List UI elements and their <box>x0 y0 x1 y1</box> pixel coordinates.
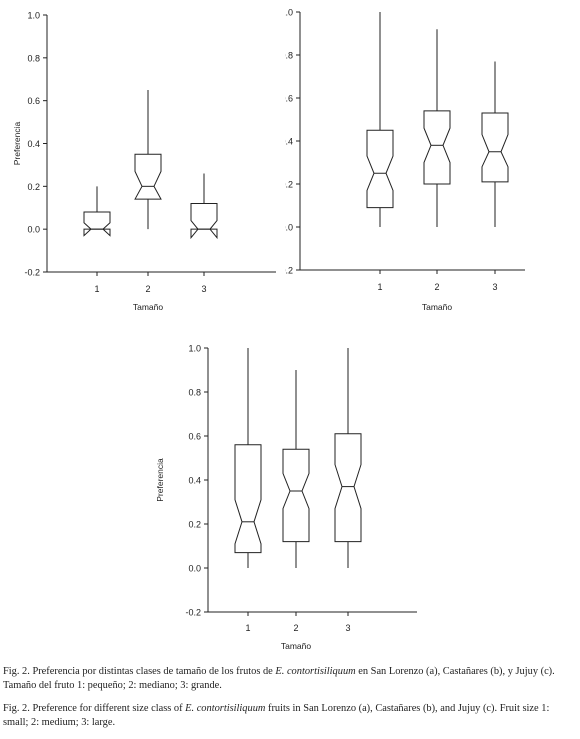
x-tick-label: 1 <box>94 284 99 294</box>
y-tick-label: 0.2 <box>285 180 293 190</box>
x-axis-title: Tamaño <box>422 302 453 312</box>
x-tick-label: 3 <box>345 623 350 633</box>
y-tick-label: 0.6 <box>27 96 40 106</box>
y-tick-label: 0.4 <box>27 139 40 149</box>
y-tick-label: 0.2 <box>27 182 40 192</box>
y-tick-label: 0.6 <box>188 432 201 442</box>
x-axis-title: Tamaño <box>133 302 164 312</box>
box-1 <box>234 444 262 554</box>
box-3 <box>334 433 362 543</box>
y-tick-label: 0.6 <box>285 94 293 104</box>
box-1 <box>366 129 394 209</box>
box-3 <box>190 202 218 240</box>
y-tick-label: -0.2 <box>185 608 201 618</box>
x-tick-label: 2 <box>145 284 150 294</box>
y-tick-label: 0.8 <box>27 53 40 63</box>
x-tick-label: 2 <box>293 623 298 633</box>
y-tick-label: 0.4 <box>285 137 293 147</box>
y-tick-label: 0.8 <box>285 51 293 61</box>
box-2 <box>423 110 451 185</box>
y-axis-title: Preferencia <box>155 458 165 502</box>
x-tick-label: 1 <box>245 623 250 633</box>
y-tick-label: -0.2 <box>285 266 293 276</box>
chart-panel-c: -0.2 0.0 0.2 0.4 0.6 0.8 1.0 1 2 3 Tamaño Preferenc… <box>155 344 417 651</box>
chart-panel-b: -0.20.00.20.40.60.81.0123TamañoPreferenc… <box>285 8 525 312</box>
figure-captions: Fig. 2. Preferencia por distintas clases… <box>3 665 575 739</box>
x-tick-label: 3 <box>201 284 206 294</box>
chart-panel-a: -0.2 0.0 0.2 0.4 0.6 0.8 1.0 1 2 3 Tamaño Preferenc… <box>12 11 276 312</box>
y-tick-label: -0.2 <box>24 268 40 278</box>
y-tick-label: 0.0 <box>285 223 293 233</box>
y-axis-title: Preferencia <box>12 121 22 165</box>
x-tick-label: 2 <box>434 282 439 292</box>
y-tick-label: 0.2 <box>188 520 201 530</box>
x-tick-label: 3 <box>492 282 497 292</box>
y-tick-label: 0.0 <box>27 225 40 235</box>
caption-english: Fig. 2. Preference for different size cl… <box>3 703 550 728</box>
box-2 <box>282 448 310 543</box>
caption-spanish: Fig. 2. Preferencia por distintas clases… <box>3 666 555 691</box>
y-tick-label: 1.0 <box>27 11 40 21</box>
y-tick-label: 1.0 <box>285 8 293 18</box>
y-tick-label: 1.0 <box>188 344 201 354</box>
y-tick-label: 0.8 <box>188 388 201 398</box>
y-tick-label: 0.0 <box>188 564 201 574</box>
x-axis-title: Tamaño <box>281 641 312 651</box>
box-1 <box>83 211 111 237</box>
box-2 <box>134 153 162 200</box>
y-tick-label: 0.4 <box>188 476 201 486</box>
x-tick-label: 1 <box>377 282 382 292</box>
box-3 <box>481 112 509 183</box>
